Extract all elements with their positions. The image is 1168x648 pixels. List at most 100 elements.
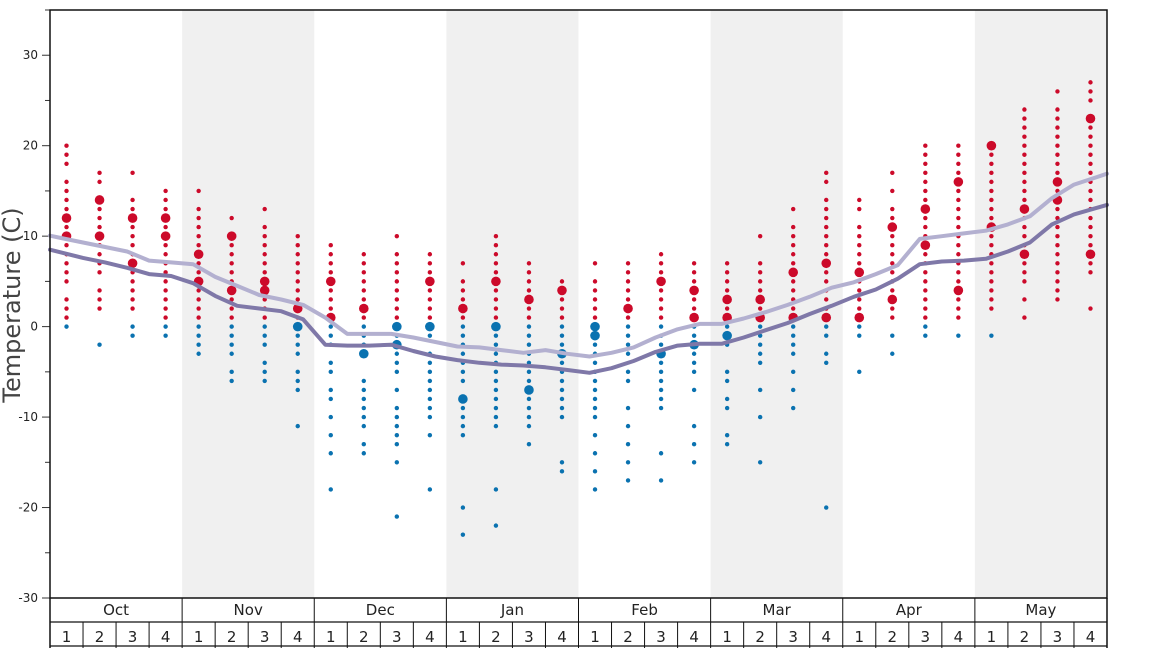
cold-point (526, 342, 532, 347)
cold-point (361, 414, 366, 420)
warm-point (97, 270, 102, 275)
warm-point (94, 195, 105, 205)
warm-point (923, 270, 928, 275)
week-label: 4 (293, 628, 303, 646)
warm-point (1088, 143, 1093, 148)
cold-point (524, 385, 534, 395)
warm-point (163, 188, 168, 194)
cold-point (295, 351, 300, 356)
warm-point (923, 224, 928, 230)
cold-point (493, 423, 499, 429)
warm-point (259, 276, 270, 287)
cold-point (229, 342, 234, 347)
warm-point (262, 243, 267, 248)
warm-point (328, 252, 333, 257)
week-label: 4 (821, 628, 831, 646)
warm-point (394, 279, 400, 284)
warm-point (592, 306, 598, 311)
week-label: 2 (755, 628, 765, 646)
cold-point (493, 387, 499, 393)
warm-point (592, 261, 598, 266)
cold-point (425, 321, 435, 332)
cold-point (559, 324, 565, 329)
warm-point (923, 170, 928, 176)
warm-point (64, 152, 69, 157)
warm-point (262, 206, 267, 212)
cold-point (757, 387, 763, 393)
warm-point (427, 315, 433, 320)
warm-point (755, 294, 765, 305)
warm-point (394, 270, 400, 275)
warm-point (229, 215, 234, 221)
warm-point (130, 243, 135, 248)
warm-point (328, 261, 333, 266)
cold-point (229, 378, 234, 384)
week-label: 3 (656, 628, 666, 646)
warm-point (890, 261, 895, 266)
warm-point (394, 252, 400, 257)
cold-point (427, 432, 433, 438)
cold-point (328, 414, 333, 420)
cold-point (559, 469, 565, 474)
cold-point (592, 360, 598, 365)
warm-point (722, 294, 732, 305)
warm-point (394, 297, 400, 302)
warm-point (493, 270, 499, 275)
y-tick-label: 20 (23, 139, 38, 153)
cold-point (427, 396, 433, 402)
cold-point (658, 378, 664, 384)
cold-point (625, 369, 631, 375)
cold-point (625, 324, 631, 329)
warm-point (361, 288, 366, 293)
warm-point (64, 315, 69, 320)
cold-point (691, 360, 697, 365)
cold-point (658, 369, 664, 375)
month-label-feb: Feb (631, 601, 658, 619)
warm-point (163, 288, 168, 293)
cold-point (427, 414, 433, 420)
cold-point (791, 324, 796, 329)
warm-point (854, 267, 865, 278)
warm-point (824, 252, 829, 257)
warm-point (328, 288, 333, 293)
warm-point (97, 306, 102, 311)
cold-point (791, 351, 796, 356)
warm-point (923, 161, 928, 166)
warm-point (1088, 197, 1093, 203)
warm-point (160, 213, 171, 223)
warm-point (427, 297, 433, 302)
warm-point (130, 197, 135, 203)
warm-point (1055, 279, 1060, 284)
cold-point (229, 333, 234, 338)
warm-point (1019, 249, 1030, 260)
cold-point (295, 342, 300, 347)
warm-point (757, 261, 763, 266)
warm-point (295, 261, 300, 266)
warm-point (64, 197, 69, 203)
warm-point (890, 206, 895, 212)
warm-point (196, 270, 201, 275)
warm-point (1055, 134, 1060, 139)
warm-point (1088, 98, 1093, 103)
warm-point (1088, 125, 1093, 130)
warm-point (526, 315, 532, 320)
cold-point (526, 423, 532, 429)
warm-point (460, 288, 466, 293)
warm-point (559, 279, 565, 284)
warm-point (229, 306, 234, 311)
warm-point (1088, 270, 1093, 275)
cold-point (394, 460, 400, 465)
warm-point (1022, 134, 1027, 139)
warm-point (956, 297, 961, 302)
warm-point (1088, 306, 1093, 311)
cold-point (394, 369, 400, 375)
cold-point (791, 387, 796, 393)
warm-point (791, 261, 796, 266)
warm-point (923, 188, 928, 194)
warm-point (196, 297, 201, 302)
warm-point (923, 288, 928, 293)
cold-point (592, 387, 598, 393)
week-label: 2 (491, 628, 501, 646)
cold-point (328, 324, 333, 329)
